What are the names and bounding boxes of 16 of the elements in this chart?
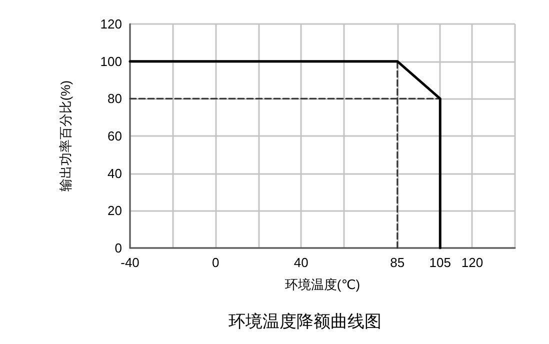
x-tick-label: 85 <box>390 255 405 270</box>
y-tick-label: 20 <box>108 203 122 218</box>
y-axis-title: 输出功率百分比(%) <box>58 80 73 192</box>
text: 环境温度降额曲线图 <box>228 312 382 331</box>
y-tick-label: 100 <box>100 54 122 69</box>
y-tick-label: 0 <box>114 240 122 256</box>
x-tick-label: 40 <box>294 255 308 270</box>
y-tick-label: 80 <box>108 91 122 106</box>
y-tick-label: 120 <box>100 16 122 32</box>
y-tick-label: 40 <box>108 166 122 181</box>
x-tick-label: 120 <box>461 255 484 270</box>
x-tick-label: 0 <box>212 255 220 270</box>
y-tick-label: 60 <box>108 128 122 144</box>
x-tick-label: 105 <box>429 255 451 270</box>
x-axis-title: 环境温度(℃) <box>284 277 360 292</box>
x-tick-label: -40 <box>120 255 140 270</box>
